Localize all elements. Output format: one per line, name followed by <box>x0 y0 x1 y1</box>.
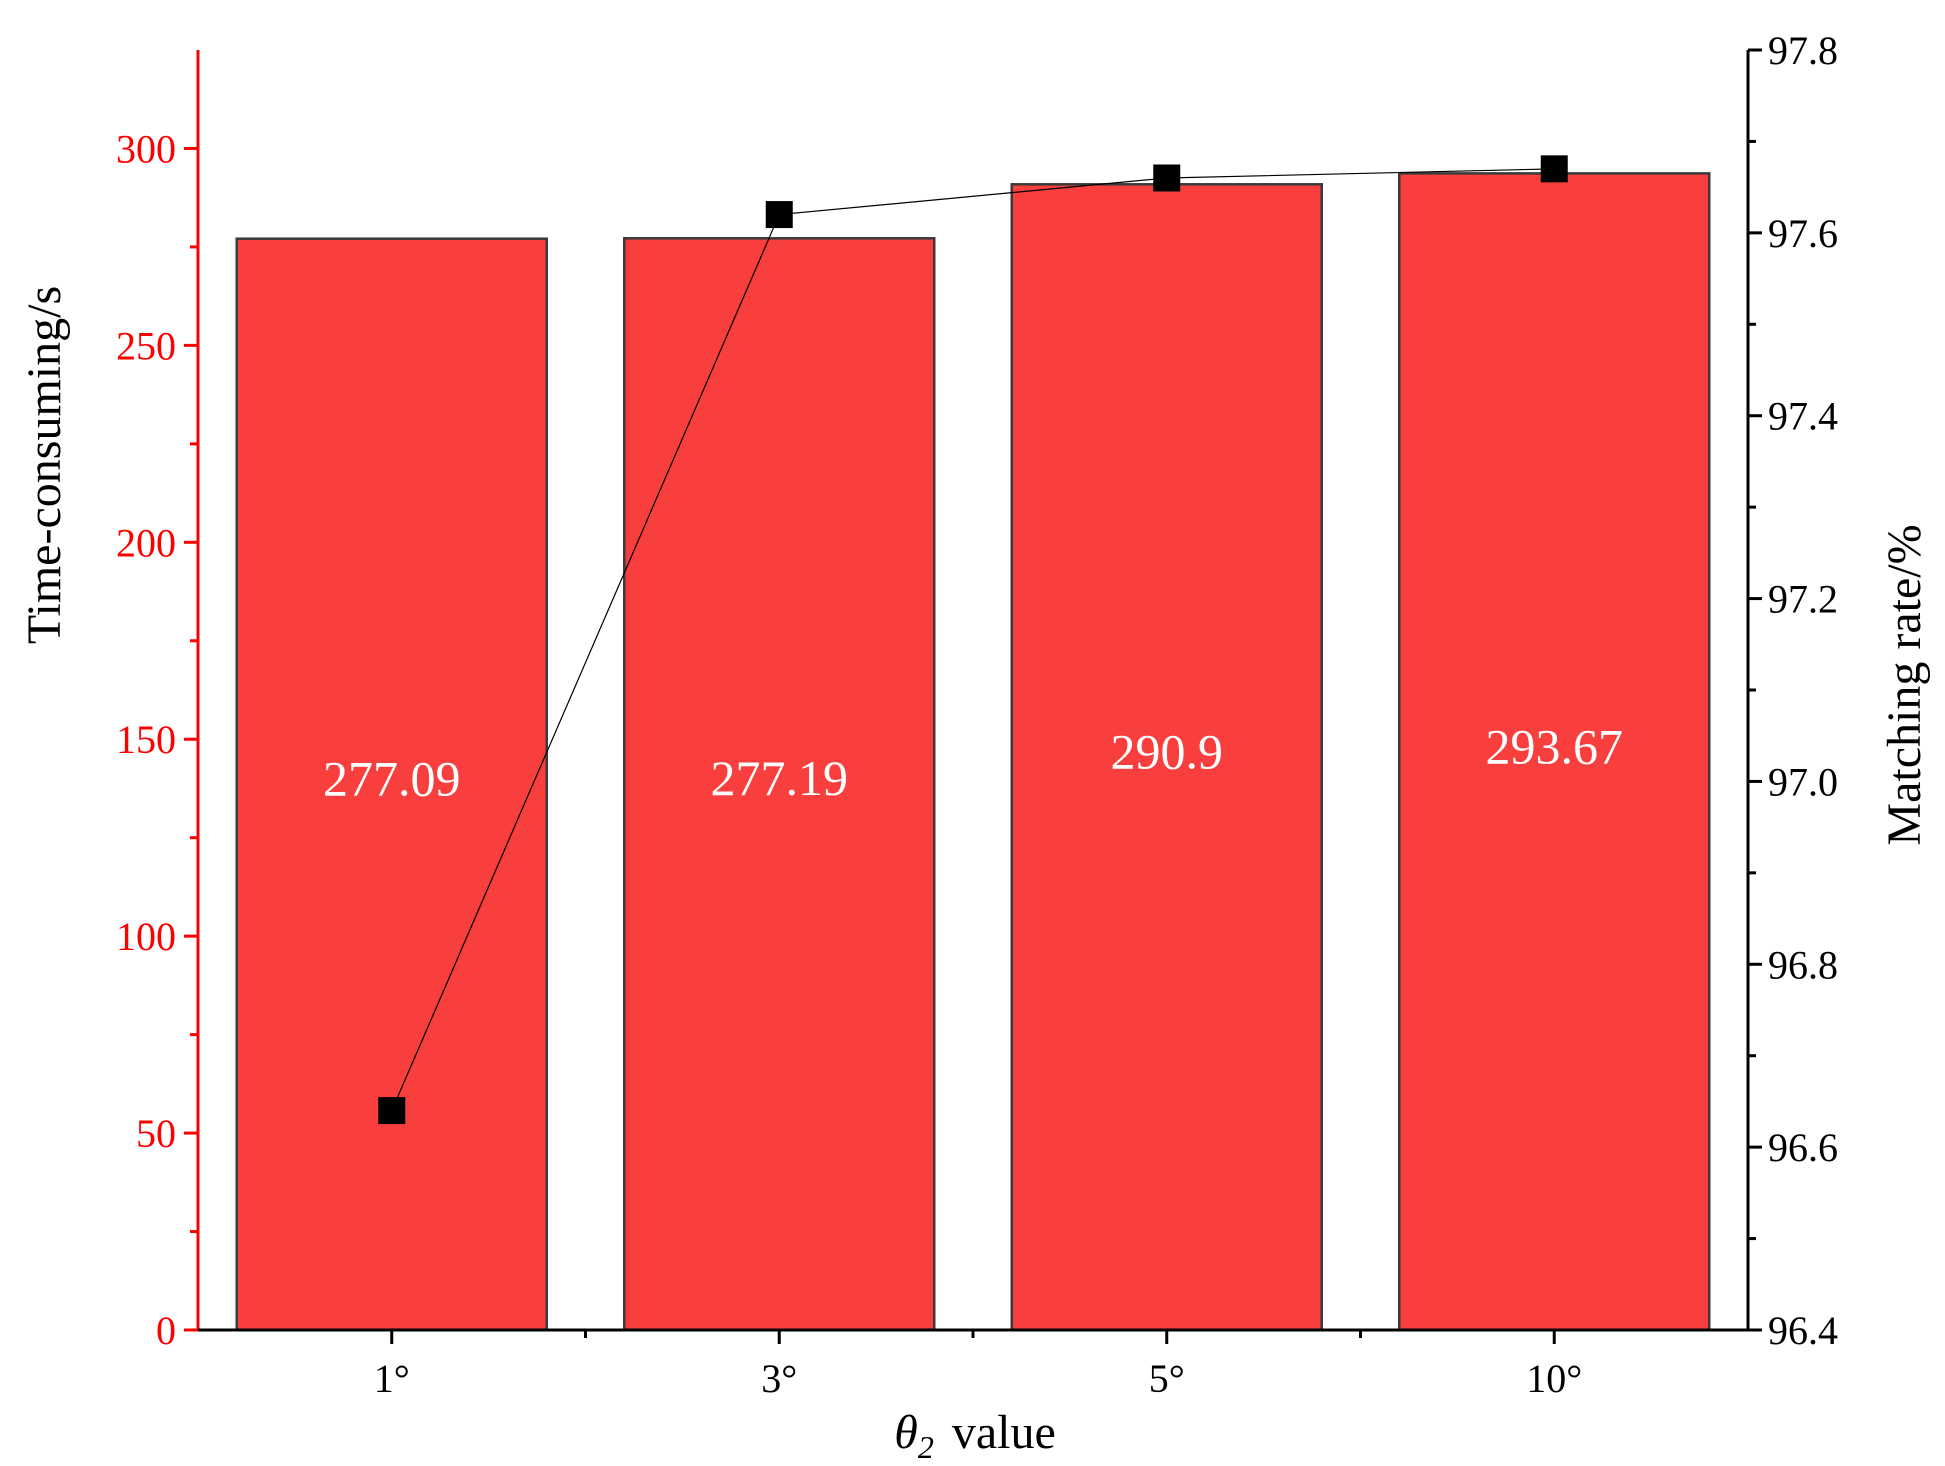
line-marker-square <box>1153 164 1181 192</box>
right-axis-tick-label: 97.4 <box>1768 394 1838 439</box>
right-axis-tick-label: 96.6 <box>1768 1125 1838 1170</box>
bar-value-label: 293.67 <box>1486 718 1624 774</box>
line-marker-square <box>1540 155 1568 183</box>
x-axis-tick-label: 3° <box>761 1356 797 1401</box>
bar <box>235 237 548 1332</box>
y-axis-right-title: Matching rate/% <box>1878 524 1931 845</box>
x-axis-title-symbol: θ <box>894 1406 918 1459</box>
left-axis: 0 50 100 150 200 250 300 <box>116 126 198 1353</box>
x-axis-title-text: value <box>952 1406 1056 1459</box>
left-axis-tick-label: 300 <box>116 126 176 171</box>
right-axis-tick-label: 96.8 <box>1768 942 1838 987</box>
line-layer <box>378 155 1568 1125</box>
left-axis-tick-label: 100 <box>116 914 176 959</box>
left-axis-tick-label: 250 <box>116 323 176 368</box>
bar <box>623 237 936 1332</box>
left-axis-tick-label: 50 <box>136 1111 176 1156</box>
right-axis-tick-label: 96.4 <box>1768 1308 1838 1353</box>
bar-value-label: 277.09 <box>323 750 461 806</box>
right-axis: 96.4 96.6 96.8 97.0 97.2 97.4 97.6 97.8 <box>1748 28 1838 1353</box>
line-marker-square <box>765 201 793 229</box>
left-axis-tick-label: 150 <box>116 717 176 762</box>
bar-value-label: 290.9 <box>1111 724 1224 780</box>
x-axis-title: θ2 value <box>894 1406 1056 1465</box>
x-axis-tick-label: 5° <box>1149 1356 1185 1401</box>
x-axis-tick-label: 10° <box>1526 1356 1582 1401</box>
bar-value-label: 277.19 <box>711 750 849 806</box>
x-axis: 1° 3° 5° 10° <box>374 1330 1582 1401</box>
x-axis-tick-label: 1° <box>374 1356 410 1401</box>
bar-labels-layer: 277.09 277.19 290.9 293.67 <box>323 718 1623 806</box>
left-axis-tick-label: 200 <box>116 520 176 565</box>
bar <box>1398 172 1711 1332</box>
x-axis-title-subscript: 2 <box>918 1429 934 1465</box>
series-line <box>391 168 1555 1111</box>
right-axis-tick-label: 97.8 <box>1768 28 1838 73</box>
line-marker-square <box>378 1097 406 1125</box>
y-axis-left-title: Time-consuming/s <box>18 286 71 644</box>
right-axis-tick-label: 97.6 <box>1768 211 1838 256</box>
right-axis-tick-label: 97.2 <box>1768 577 1838 622</box>
right-axis-tick-label: 97.0 <box>1768 759 1838 804</box>
left-axis-tick-label: 0 <box>156 1308 176 1353</box>
